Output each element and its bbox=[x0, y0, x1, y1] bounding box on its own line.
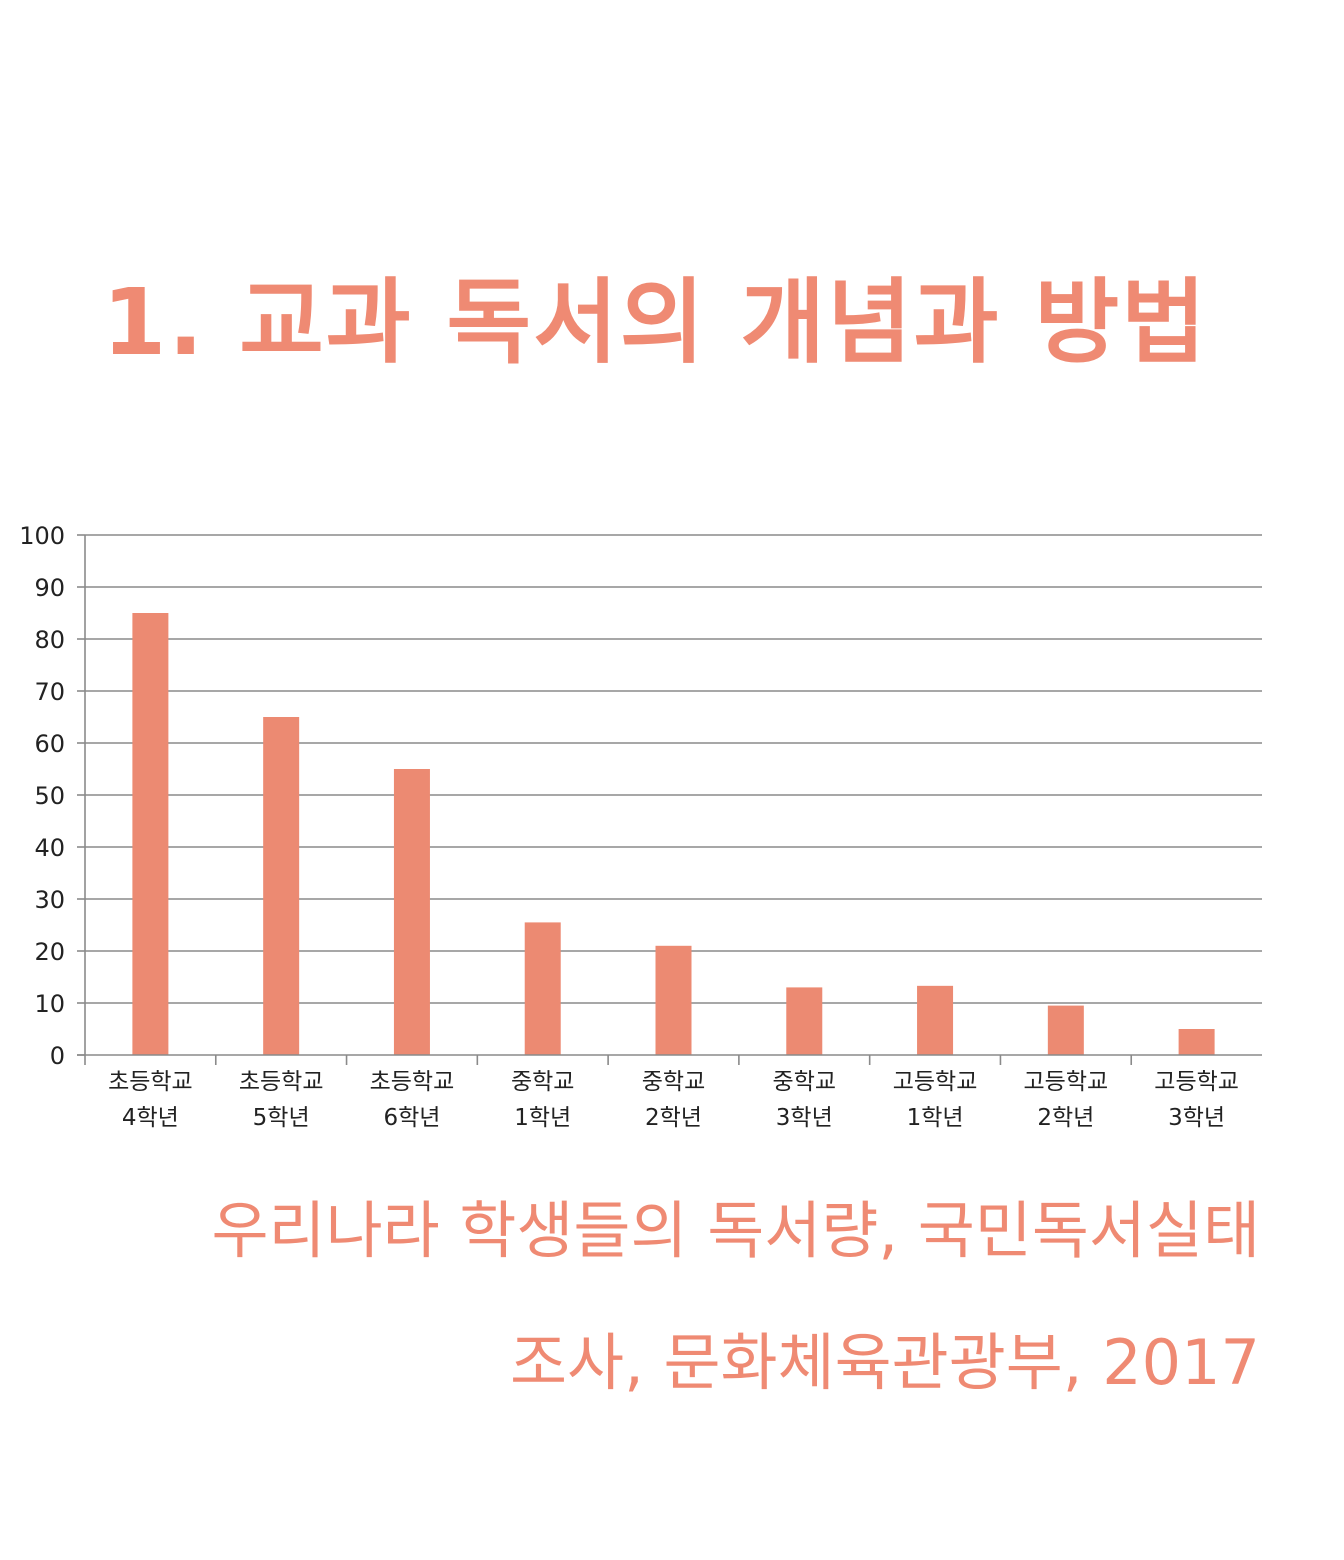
y-tick-label: 80 bbox=[34, 626, 65, 654]
x-tick-label: 2학년 bbox=[645, 1105, 702, 1131]
y-tick-label: 30 bbox=[34, 886, 65, 914]
bar bbox=[786, 987, 823, 1055]
x-tick-label: 3학년 bbox=[776, 1105, 833, 1131]
x-axis-ticks: 초등학교 4학년 초등학교 5학년 초등학교 6학년 중학교 1학년 중학교 2학년 중학교 3학년 고… bbox=[108, 1055, 1239, 1131]
bar bbox=[917, 985, 954, 1055]
x-tick-label: 고등학교 bbox=[893, 1069, 978, 1095]
x-tick-label: 3학년 bbox=[1168, 1105, 1225, 1131]
y-tick-label: 50 bbox=[34, 782, 65, 810]
bar bbox=[1178, 1029, 1215, 1055]
y-tick-label: 60 bbox=[34, 730, 65, 758]
bars bbox=[132, 613, 1215, 1055]
x-tick-label: 4학년 bbox=[122, 1105, 179, 1131]
x-tick-label: 중학교 bbox=[642, 1069, 705, 1095]
x-tick-label: 고등학교 bbox=[1024, 1069, 1109, 1095]
y-axis-ticks: 0 10 20 30 40 50 60 70 80 90 100 bbox=[19, 522, 85, 1070]
x-tick-label: 초등학교 bbox=[108, 1069, 193, 1095]
x-tick-label: 1학년 bbox=[514, 1105, 571, 1131]
x-tick-label: 5학년 bbox=[253, 1105, 310, 1131]
x-tick-label: 6학년 bbox=[383, 1105, 440, 1131]
x-tick-label: 중학교 bbox=[773, 1069, 836, 1095]
gridlines bbox=[85, 534, 1262, 1004]
bar bbox=[1047, 1005, 1084, 1055]
x-tick-label: 중학교 bbox=[511, 1069, 574, 1095]
page-title: 1. 교과 독서의 개념과 방법 bbox=[102, 269, 1208, 376]
y-tick-label: 0 bbox=[50, 1042, 65, 1070]
x-tick-label: 2학년 bbox=[1037, 1105, 1094, 1131]
caption-line-2: 조사, 문화체육관광부, 2017 bbox=[510, 1326, 1260, 1399]
bar bbox=[132, 613, 169, 1055]
bar bbox=[655, 945, 692, 1055]
y-tick-label: 10 bbox=[34, 990, 65, 1018]
caption-line-1: 우리나라 학생들의 독서량, 국민독서실태 bbox=[211, 1194, 1260, 1267]
x-tick-label: 고등학교 bbox=[1154, 1069, 1239, 1095]
x-tick-label: 1학년 bbox=[907, 1105, 964, 1131]
bar bbox=[393, 769, 430, 1055]
bar-chart: 0 10 20 30 40 50 60 70 80 90 100 초등학교 4학년 초등학교 5학년 초등학… bbox=[0, 500, 1344, 1160]
y-tick-label: 90 bbox=[34, 574, 65, 602]
x-tick-label: 초등학교 bbox=[239, 1069, 324, 1095]
x-tick-label: 초등학교 bbox=[370, 1069, 455, 1095]
bar bbox=[263, 717, 300, 1055]
y-tick-label: 100 bbox=[19, 522, 65, 550]
y-tick-label: 40 bbox=[34, 834, 65, 862]
y-tick-label: 20 bbox=[34, 938, 65, 966]
bar bbox=[524, 922, 561, 1055]
y-tick-label: 70 bbox=[34, 678, 65, 706]
